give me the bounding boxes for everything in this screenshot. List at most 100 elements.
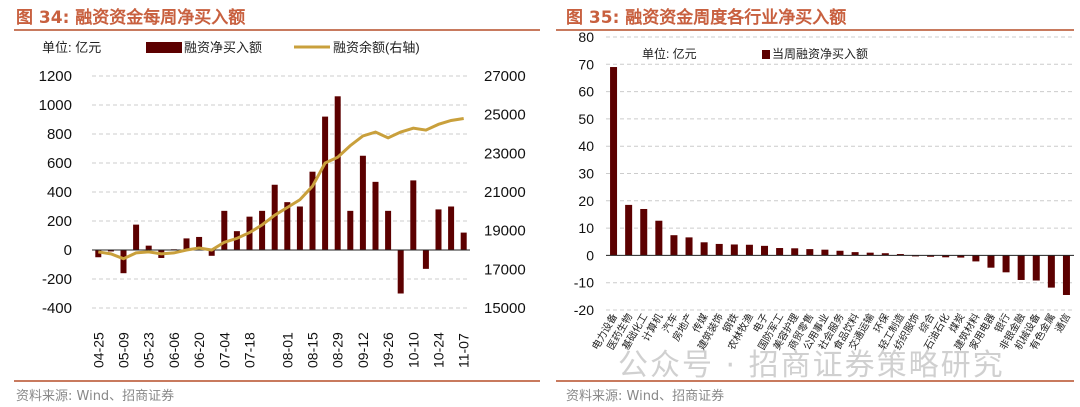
y-axis-tick: 80 (578, 29, 594, 45)
net-buy-bar (221, 210, 228, 250)
legend-bar-swatch (762, 50, 770, 59)
net-buy-bar (322, 116, 329, 250)
net-buy-bar (448, 206, 455, 250)
industry-bar (715, 243, 723, 256)
industry-bar (655, 220, 663, 256)
industry-bar (791, 248, 799, 256)
x-axis-tick: 08-29 (330, 332, 346, 368)
left-axis-tick: 600 (47, 155, 72, 172)
left-panel: 图 34: 融资资金每周净买入额 单位: 亿元 融资净买入额 融资余额(右轴) -40… (14, 8, 540, 404)
net-buy-bar (133, 224, 140, 250)
x-axis-tick: 08-15 (305, 332, 321, 368)
industry-bar (670, 235, 678, 256)
left-footer-divider (14, 380, 540, 382)
net-buy-bar (233, 231, 240, 250)
net-buy-bar (422, 250, 429, 269)
net-buy-bar (284, 202, 291, 250)
net-buy-bar (410, 180, 417, 250)
net-buy-bar (208, 250, 215, 256)
x-axis-tick: 04-25 (90, 332, 106, 368)
left-axis-tick: 800 (47, 126, 72, 143)
net-buy-bar (309, 171, 316, 250)
left-source-note: 资料来源: Wind、招商证券 (16, 389, 175, 404)
y-axis-tick: 50 (578, 111, 594, 127)
left-axis-tick: 1000 (39, 97, 72, 114)
industry-bar (806, 249, 814, 256)
left-axis-tick: 1200 (39, 68, 72, 85)
industry-bar (942, 255, 950, 258)
y-axis-tick: -20 (574, 302, 594, 318)
y-axis-tick: 0 (586, 247, 594, 263)
y-axis-tick: 70 (578, 56, 594, 72)
net-buy-bar (385, 210, 392, 250)
unit-label: 单位: 亿元 (642, 46, 697, 61)
left-axis-tick: -200 (42, 271, 72, 288)
industry-bar (881, 253, 889, 256)
legend-bar-label: 融资净买入额 (184, 40, 262, 55)
left-title-divider (14, 29, 540, 31)
x-axis-tick: 09-12 (355, 332, 371, 368)
industry-bar (927, 255, 935, 257)
industry-bar (625, 204, 633, 256)
right-axis-tick: 23000 (484, 145, 526, 162)
net-buy-bar (196, 236, 203, 250)
net-buy-bar (95, 250, 102, 258)
net-buy-bar (334, 96, 341, 250)
industry-bar (761, 245, 769, 256)
y-axis-tick: 60 (578, 84, 594, 100)
net-buy-bar (372, 181, 379, 250)
industry-bar (1002, 255, 1010, 273)
y-axis-tick: 30 (578, 166, 594, 182)
unit-label: 单位: 亿元 (42, 40, 101, 55)
industry-bar (836, 250, 844, 256)
net-buy-bar (397, 250, 404, 294)
industry-bar (957, 255, 965, 258)
right-footer-divider (556, 380, 1074, 382)
right-axis-tick: 21000 (484, 184, 526, 201)
industry-bar (896, 254, 904, 256)
net-buy-bar (435, 209, 442, 250)
legend-line-label: 融资余额(右轴) (333, 40, 420, 55)
industry-bar (610, 67, 618, 256)
left-chart-title: 图 34: 融资资金每周净买入额 (16, 8, 246, 28)
x-axis-tick: 10-24 (431, 332, 447, 368)
right-axis-tick: 19000 (484, 223, 526, 240)
y-axis-tick: 10 (578, 220, 594, 236)
net-buy-bar (145, 245, 152, 250)
net-buy-bar (107, 250, 114, 252)
industry-bar (1062, 255, 1070, 295)
x-axis-tick: 06-06 (166, 332, 182, 368)
right-axis-tick: 15000 (484, 300, 526, 317)
x-axis-tick: 07-18 (242, 332, 258, 368)
x-axis-tick: 09-26 (380, 332, 396, 368)
net-buy-bar (183, 238, 190, 250)
y-axis-tick: 40 (578, 138, 594, 154)
net-buy-bar (460, 232, 467, 250)
net-buy-bar (347, 210, 354, 250)
left-axis-tick: -400 (42, 300, 72, 317)
watermark: 公众号 · 招商证券策略研究 (618, 348, 1005, 383)
industry-bar (700, 242, 708, 256)
industry-bar (821, 249, 829, 256)
x-axis-tick: 06-20 (191, 332, 207, 368)
left-axis-tick: 200 (47, 213, 72, 230)
right-axis-tick: 17000 (484, 261, 526, 278)
industry-bar (685, 237, 693, 256)
right-axis-tick: 27000 (484, 68, 526, 85)
industry-bar (987, 255, 995, 268)
x-axis-tick: 11-07 (456, 333, 472, 368)
industry-bar (745, 244, 753, 256)
industry-bar (776, 248, 784, 256)
industry-bar (972, 255, 980, 262)
x-axis-category: 通信 (1053, 312, 1073, 335)
net-buy-bar (259, 210, 266, 250)
net-buy-bar (271, 184, 278, 250)
right-title-divider (556, 29, 1074, 31)
y-axis-tick: -10 (574, 275, 594, 291)
net-buy-bar (296, 206, 303, 250)
left-axis-tick: 400 (47, 184, 72, 201)
industry-bar (851, 252, 859, 256)
right-source-note: 资料来源: Wind、招商证券 (566, 389, 725, 404)
industry-bar (1047, 255, 1055, 288)
